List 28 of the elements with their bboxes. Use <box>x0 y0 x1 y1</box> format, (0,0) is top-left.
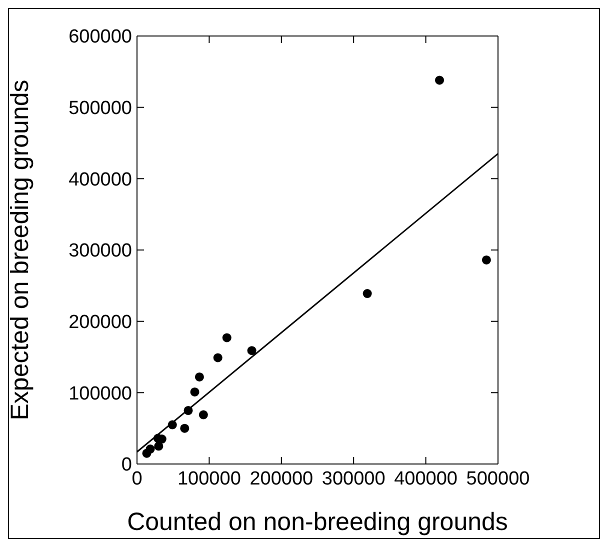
point <box>168 420 177 430</box>
y-tick-label: 200000 <box>68 312 132 334</box>
point <box>362 289 372 298</box>
x-tick-label: 100000 <box>177 468 241 490</box>
point <box>247 346 256 356</box>
point <box>198 410 208 420</box>
point <box>435 76 444 85</box>
y-axis-title: Expected on breeding grounds <box>6 80 34 420</box>
y-tick-label: 600000 <box>68 26 132 48</box>
point <box>146 444 155 454</box>
y-tick-label: 300000 <box>68 240 132 262</box>
point <box>180 424 190 433</box>
x-tick-label: 300000 <box>322 468 386 490</box>
x-tick-label: 400000 <box>394 468 458 490</box>
point <box>184 406 193 416</box>
x-tick-label: 200000 <box>250 468 314 490</box>
point <box>194 372 204 382</box>
y-tick-label: 500000 <box>68 98 132 120</box>
point <box>222 333 232 342</box>
x-axis-title: Counted on non-breeding grounds <box>127 508 508 536</box>
y-tick-label: 100000 <box>68 383 132 404</box>
x-tick-label: 500000 <box>466 468 530 490</box>
y-tick-label: 400000 <box>68 169 132 190</box>
point <box>154 442 164 451</box>
y-tick-label: 0 <box>121 454 132 476</box>
point <box>213 353 222 362</box>
point <box>190 387 200 396</box>
point <box>482 255 491 264</box>
